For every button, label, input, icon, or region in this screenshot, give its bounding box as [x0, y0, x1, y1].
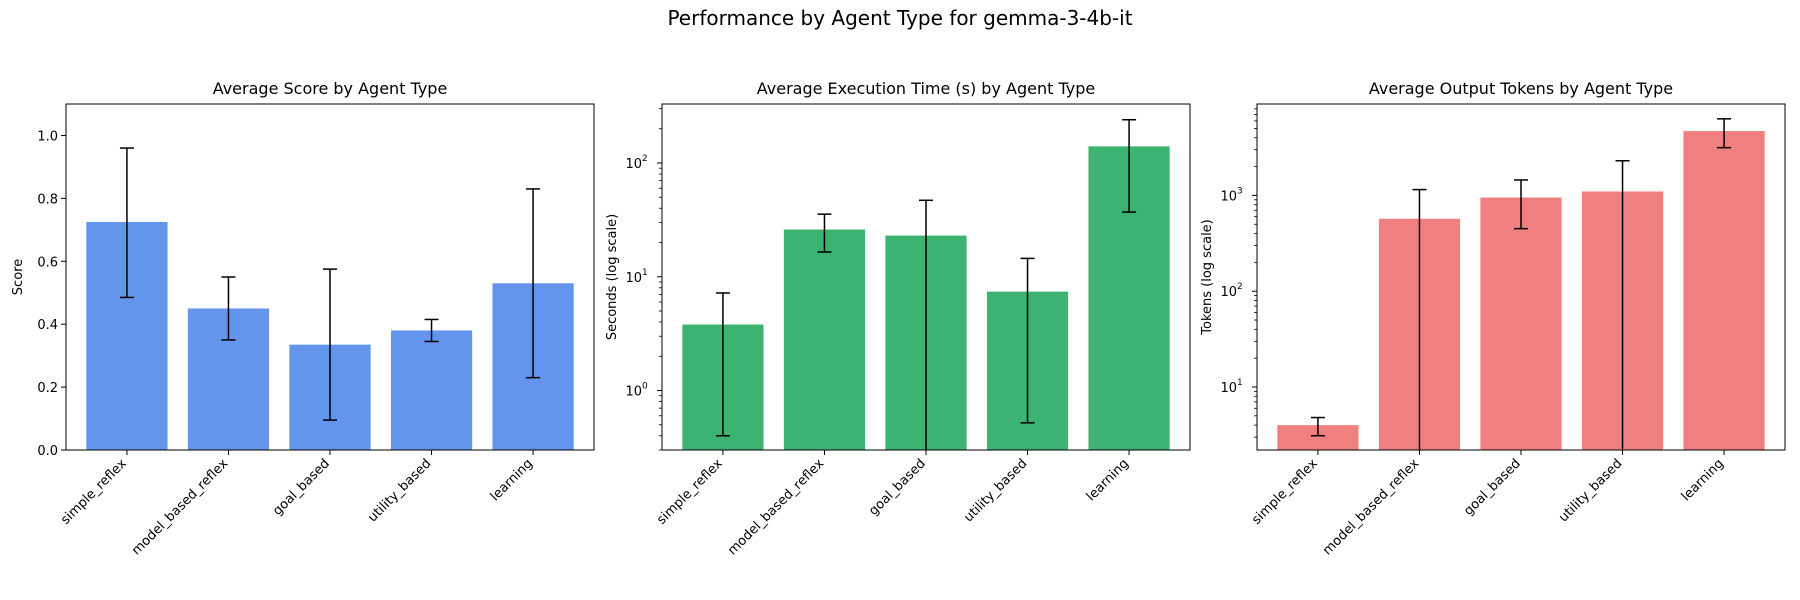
- x-tick-label: utility_based: [961, 456, 1030, 525]
- x-tick-label: simple_reflex: [654, 456, 726, 528]
- chart-title: Average Output Tokens by Agent Type: [1369, 79, 1673, 98]
- y-tick-label: 10: [625, 385, 642, 400]
- y-tick-label-exponent: 2: [1237, 282, 1243, 292]
- x-tick-label: goal_based: [1461, 456, 1524, 519]
- x-tick-label: model_based_reflex: [1320, 456, 1422, 558]
- x-tick-label: utility_based: [1556, 456, 1625, 525]
- y-tick-label: 10: [1220, 381, 1237, 396]
- y-tick-label: 0.8: [37, 192, 58, 207]
- y-tick-label-exponent: 2: [642, 154, 648, 164]
- y-axis-label: Score: [11, 259, 26, 295]
- bar-goal_based: [1480, 197, 1562, 450]
- y-axis-label: Seconds (log scale): [605, 214, 620, 340]
- chart-panel-1: simple_reflex model_based_reflex goal_base…: [11, 79, 595, 558]
- x-tick-label: goal_based: [866, 456, 929, 519]
- y-axis-label: Tokens (log scale): [1200, 219, 1215, 335]
- x-tick-label: model_based_reflex: [725, 456, 827, 558]
- chart-title: Average Score by Agent Type: [213, 79, 448, 98]
- y-tick-label: 10: [1220, 189, 1237, 204]
- x-tick-label: simple_reflex: [1249, 456, 1321, 528]
- x-tick-label: learning: [1679, 456, 1727, 504]
- bar-utility_based: [390, 330, 473, 450]
- x-tick-label: utility_based: [365, 456, 434, 525]
- y-tick-label: 10: [625, 271, 642, 286]
- y-tick-label: 0.6: [37, 255, 58, 270]
- chart-panel-2: simple_reflex model_based_reflex goal_base…: [605, 79, 1191, 558]
- bar-model_based_reflex: [783, 229, 866, 450]
- bar-learning: [1683, 131, 1765, 450]
- x-tick-label: simple_reflex: [58, 456, 130, 528]
- y-tick-label-exponent: 3: [1237, 186, 1243, 196]
- x-tick-label: model_based_reflex: [129, 456, 231, 558]
- x-tick-label: learning: [488, 456, 536, 504]
- chart-panel-3: simple_reflex model_based_reflex goal_base…: [1200, 79, 1786, 558]
- y-tick-label-exponent: 0: [642, 382, 648, 392]
- y-tick-label-exponent: 1: [1237, 378, 1243, 388]
- y-tick-label: 10: [625, 157, 642, 172]
- y-tick-label: 1.0: [37, 129, 58, 144]
- y-tick-label: 0.0: [37, 444, 58, 459]
- x-tick-label: learning: [1084, 456, 1132, 504]
- chart-title: Average Execution Time (s) by Agent Type: [757, 79, 1095, 98]
- y-tick-label-exponent: 1: [642, 268, 648, 278]
- figure-title: Performance by Agent Type for gemma-3-4b…: [667, 6, 1133, 30]
- y-tick-label: 0.4: [37, 318, 58, 333]
- x-tick-label: goal_based: [270, 456, 333, 519]
- y-tick-label: 10: [1220, 285, 1237, 300]
- y-tick-label: 0.2: [37, 381, 58, 396]
